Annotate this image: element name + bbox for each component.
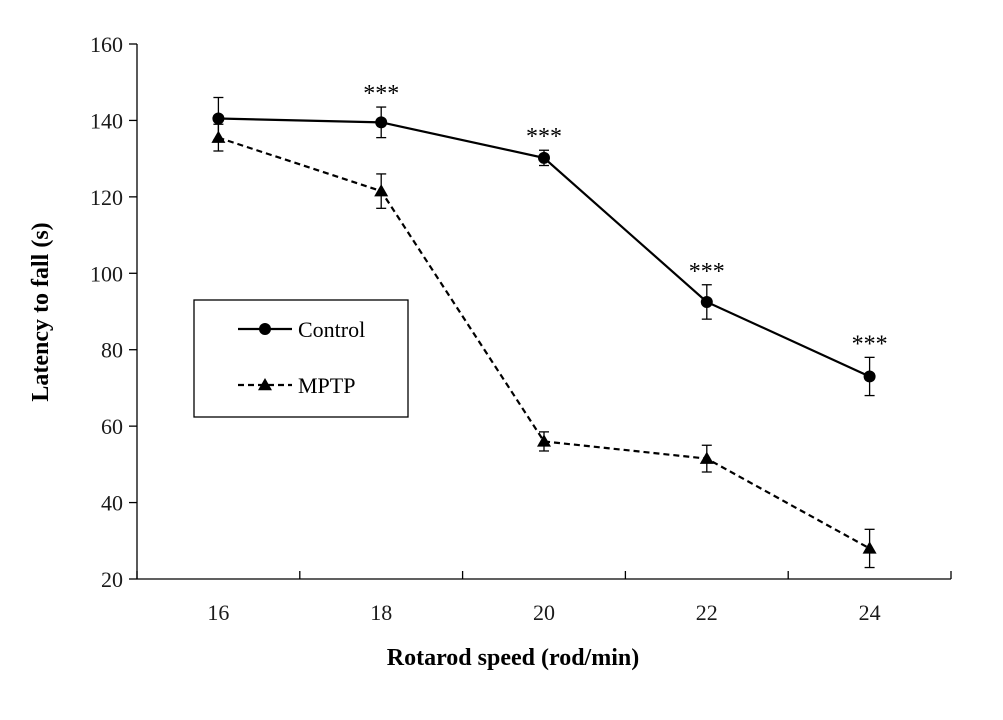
- legend-marker-mptp: [258, 378, 272, 391]
- y-tick-label-7: 160: [90, 32, 123, 57]
- point-control-0: [212, 112, 225, 125]
- y-tick-label-5: 120: [90, 185, 123, 210]
- y-tick-label-6: 140: [90, 108, 123, 133]
- y-tick-label-4: 100: [90, 261, 123, 286]
- point-mptp-0: [211, 130, 226, 143]
- x-tick-label-3: 22: [696, 600, 718, 625]
- legend-label-mptp: MPTP: [298, 373, 355, 398]
- x-tick-label-1: 18: [370, 600, 392, 625]
- point-control-4: [863, 370, 876, 383]
- significance-label-1: ***: [526, 124, 562, 150]
- x-tick-label-4: 24: [859, 600, 881, 625]
- y-tick-label-2: 60: [101, 414, 123, 439]
- annotation-layer: *** *** *** ***: [363, 81, 887, 357]
- x-tick-label-2: 20: [533, 600, 555, 625]
- x-tick-label-0: 16: [207, 600, 229, 625]
- y-tick-label-0: 20: [101, 567, 123, 592]
- x-axis-title: Rotarod speed (rod/min): [387, 645, 639, 671]
- point-mptp-4: [862, 541, 877, 554]
- significance-label-3: ***: [852, 331, 888, 357]
- axes: 20 40 60 80 100 120 140 160 16 18 20 22 24: [90, 32, 952, 625]
- y-tick-label-1: 40: [101, 491, 123, 516]
- point-mptp-2: [537, 434, 551, 447]
- point-control-3: [700, 295, 713, 308]
- point-mptp-3: [699, 451, 714, 464]
- significance-label-0: ***: [363, 81, 399, 107]
- legend: Control MPTP: [193, 299, 409, 418]
- legend-label-control: Control: [298, 317, 365, 342]
- series-layer: [211, 96, 877, 569]
- y-axis-title: Latency to fall (s): [28, 222, 54, 401]
- point-control-2: [538, 151, 550, 164]
- significance-label-2: ***: [689, 259, 725, 285]
- series-mptp: [211, 123, 877, 569]
- point-mptp-1: [374, 184, 389, 197]
- y-tick-label-3: 80: [101, 338, 123, 363]
- legend-box: [193, 299, 409, 418]
- series-line-mptp: [218, 136, 871, 550]
- point-control-1: [375, 116, 388, 129]
- legend-marker-control: [259, 323, 271, 335]
